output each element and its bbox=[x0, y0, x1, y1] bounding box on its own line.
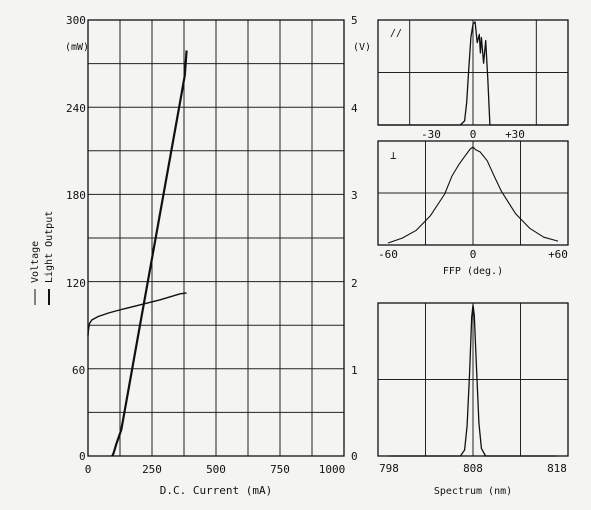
ffp-perpendicular-tick-label: -60 bbox=[378, 248, 398, 261]
ffp-perpendicular-tick-label: 0 bbox=[470, 248, 477, 261]
ffp-parallel-tick-label: 0 bbox=[470, 128, 477, 141]
right-axis-tick-label: 1 bbox=[351, 364, 358, 377]
ffp-parallel-frame bbox=[377, 19, 569, 126]
legend-entry-voltage: Voltage bbox=[30, 241, 41, 305]
x-axis-tick-label: 500 bbox=[206, 463, 226, 476]
ffp-parallel-chart: // -30 0 +30 bbox=[377, 19, 569, 141]
main-chart: 300 240 180 120 60 0 (mW) 5 4 3 2 1 0 (V… bbox=[30, 14, 371, 497]
spectrum-frame bbox=[377, 302, 569, 457]
spectrum-x-axis-title: Spectrum (nm) bbox=[434, 486, 512, 497]
x-axis-tick-label: 250 bbox=[142, 463, 162, 476]
ffp-parallel-series-group bbox=[378, 21, 568, 126]
left-axis-tick-label: 240 bbox=[66, 102, 86, 115]
ffp-parallel-grid bbox=[378, 20, 568, 125]
right-axis-tick-label: 0 bbox=[351, 450, 358, 463]
left-axis-tick-label: 120 bbox=[66, 277, 86, 290]
spectrum-line bbox=[389, 304, 557, 457]
legend-label-voltage: Voltage bbox=[30, 241, 41, 283]
ffp-parallel-line bbox=[378, 21, 568, 126]
ffp-perpendicular-marker: ⊥ bbox=[390, 149, 397, 162]
light-output-line bbox=[111, 50, 188, 457]
right-axis-tick-label: 2 bbox=[351, 277, 358, 290]
ffp-perpendicular-line bbox=[387, 146, 559, 244]
spectrum-chart: 798 808 818 Spectrum (nm) bbox=[377, 302, 569, 497]
ffp-perpendicular-series-group bbox=[387, 146, 559, 244]
right-axis-tick-label: 3 bbox=[351, 189, 358, 202]
ffp-perpendicular-chart: ⊥ -60 0 +60 FFP (deg.) bbox=[377, 140, 569, 277]
right-axis-tick-label: 4 bbox=[351, 102, 358, 115]
spectrum-series-group bbox=[389, 304, 557, 457]
x-axis-tick-label: 1000 bbox=[319, 463, 346, 476]
ffp-perpendicular-frame bbox=[377, 140, 569, 246]
legend-entry-light-output: Light Output bbox=[44, 211, 55, 305]
left-axis-tick-label: 0 bbox=[79, 450, 86, 463]
left-axis-tick-label: 60 bbox=[72, 364, 85, 377]
spectrum-tick-label: 798 bbox=[379, 462, 399, 475]
ffp-perpendicular-grid bbox=[378, 141, 568, 245]
legend: Voltage Light Output bbox=[30, 211, 55, 305]
x-axis-tick-label: 750 bbox=[270, 463, 290, 476]
x-axis-tick-label: 0 bbox=[85, 463, 92, 476]
ffp-perpendicular-tick-label: +60 bbox=[548, 248, 568, 261]
main-plot-frame bbox=[87, 19, 345, 457]
main-series-group bbox=[87, 50, 188, 457]
ffp-parallel-tick-label: -30 bbox=[421, 128, 441, 141]
spectrum-tick-label: 818 bbox=[547, 462, 567, 475]
right-axis-unit: (V) bbox=[353, 42, 371, 53]
spectrum-grid bbox=[378, 303, 568, 456]
ffp-x-axis-title: FFP (deg.) bbox=[443, 266, 503, 277]
x-axis-title: D.C. Current (mA) bbox=[160, 484, 273, 497]
main-grid bbox=[88, 20, 344, 456]
right-axis-tick-label: 5 bbox=[351, 14, 358, 27]
legend-label-light-output: Light Output bbox=[44, 211, 55, 283]
ffp-parallel-tick-label: +30 bbox=[505, 128, 525, 141]
left-axis-unit: (mW) bbox=[65, 42, 89, 53]
spectrum-tick-label: 808 bbox=[463, 462, 483, 475]
left-axis-tick-label: 300 bbox=[66, 14, 86, 27]
voltage-line bbox=[87, 292, 187, 336]
ffp-parallel-marker: // bbox=[390, 28, 402, 39]
left-axis-tick-label: 180 bbox=[66, 189, 86, 202]
